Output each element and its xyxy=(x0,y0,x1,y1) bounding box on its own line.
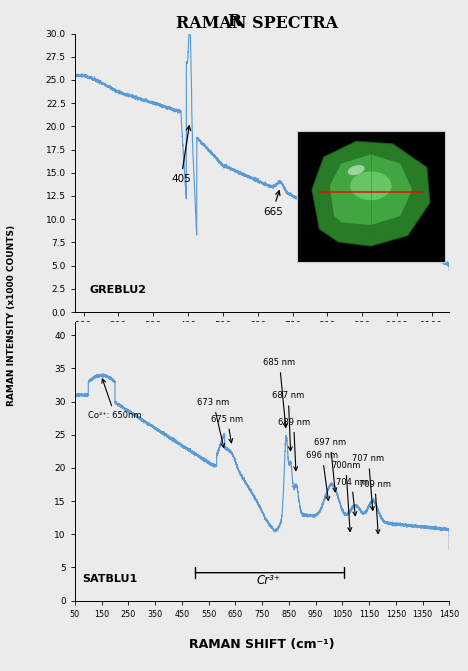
Ellipse shape xyxy=(350,171,392,200)
Text: SATBLU1: SATBLU1 xyxy=(82,574,138,584)
Text: 707 nm: 707 nm xyxy=(352,454,385,511)
Text: RAMAN SHIFT (cm⁻¹): RAMAN SHIFT (cm⁻¹) xyxy=(189,637,335,651)
Text: 673 nm: 673 nm xyxy=(197,398,229,448)
Ellipse shape xyxy=(348,165,365,175)
Text: R: R xyxy=(227,13,241,30)
Text: 766: 766 xyxy=(301,202,321,238)
Text: 665: 665 xyxy=(263,191,283,217)
Text: Cr³⁺: Cr³⁺ xyxy=(257,574,281,587)
Polygon shape xyxy=(329,154,412,225)
Text: 704 nm: 704 nm xyxy=(336,478,368,515)
Polygon shape xyxy=(312,142,430,246)
Text: GREBLU2: GREBLU2 xyxy=(90,285,147,295)
Text: 405: 405 xyxy=(171,126,191,184)
Text: RAMAN INTENSITY (x1000 COUNTS): RAMAN INTENSITY (x1000 COUNTS) xyxy=(7,225,16,406)
Text: 697 nm: 697 nm xyxy=(314,437,346,492)
Text: RAMAN SPECTRA: RAMAN SPECTRA xyxy=(176,15,338,32)
Text: 675 nm: 675 nm xyxy=(211,415,243,443)
Text: 700nm: 700nm xyxy=(331,461,360,531)
Text: 685 nm: 685 nm xyxy=(263,358,295,427)
Text: 709 nm: 709 nm xyxy=(359,480,391,533)
Text: 689 nm: 689 nm xyxy=(278,418,310,470)
Text: 696 nm: 696 nm xyxy=(306,451,338,501)
Text: 687 nm: 687 nm xyxy=(272,391,304,451)
Text: Co²⁺: 650nm: Co²⁺: 650nm xyxy=(88,379,142,420)
